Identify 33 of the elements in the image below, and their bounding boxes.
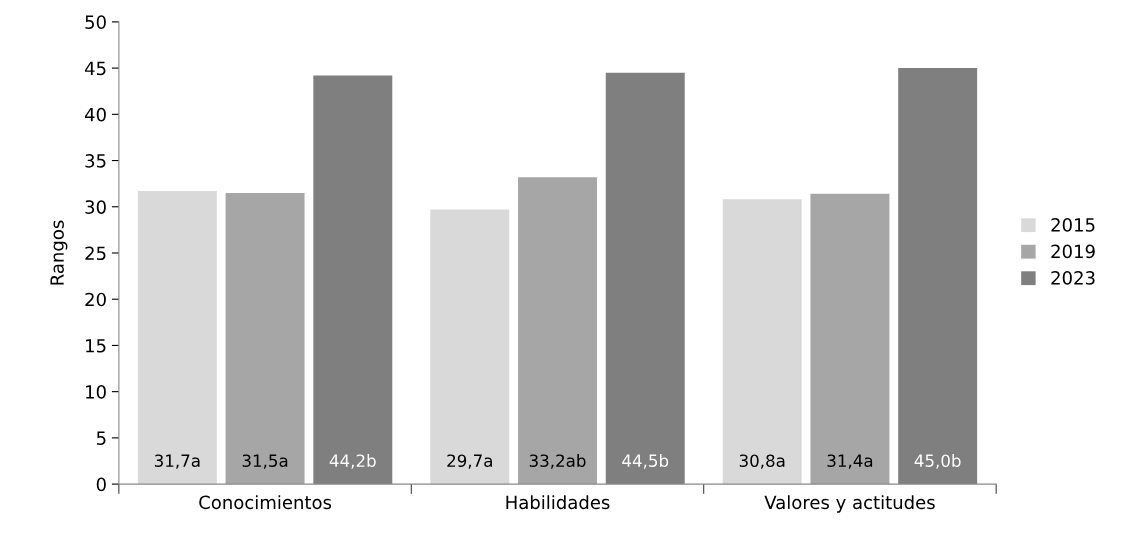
data-label: 44,5b [622, 454, 669, 469]
y-tick-label: 45 [84, 61, 106, 76]
legend-label: 2019 [1051, 244, 1095, 259]
x-tick-label: Valores y actitudes [764, 495, 935, 513]
y-tick-label: 50 [85, 15, 106, 29]
data-label: 29,7a [447, 454, 492, 469]
legend-label: 2023 [1051, 271, 1095, 285]
y-tick-label: 0 [96, 477, 106, 492]
x-tick-label: Conocimientos [199, 495, 332, 510]
bar [722, 199, 802, 485]
bar [225, 192, 305, 485]
y-tick-label: 15 [86, 339, 106, 353]
y-tick-label: 20 [85, 292, 106, 307]
y-tick-label: 35 [85, 154, 106, 168]
y-tick-label: 5 [96, 431, 106, 445]
data-label: 44,2b [329, 454, 376, 469]
y-tick-label: 25 [85, 246, 106, 261]
y-tick-label: 10 [86, 385, 106, 399]
y-axis-title: Rangos [50, 220, 68, 285]
y-tick-label: 30 [85, 200, 106, 214]
data-label: 33,2ab [529, 454, 586, 469]
data-label: 30,8a [739, 454, 785, 469]
bar [518, 177, 597, 485]
data-label: 45,0b [914, 454, 961, 469]
bar [430, 209, 510, 485]
legend-label: 2015 [1051, 218, 1095, 232]
bar [137, 191, 217, 485]
x-tick-label: Habilidades [506, 495, 610, 510]
data-label: 31,7a [154, 454, 200, 469]
data-label: 31,4a [827, 454, 873, 469]
bar [810, 193, 890, 485]
data-label: 31,5a [242, 454, 288, 469]
y-tick-label: 40 [84, 107, 106, 122]
